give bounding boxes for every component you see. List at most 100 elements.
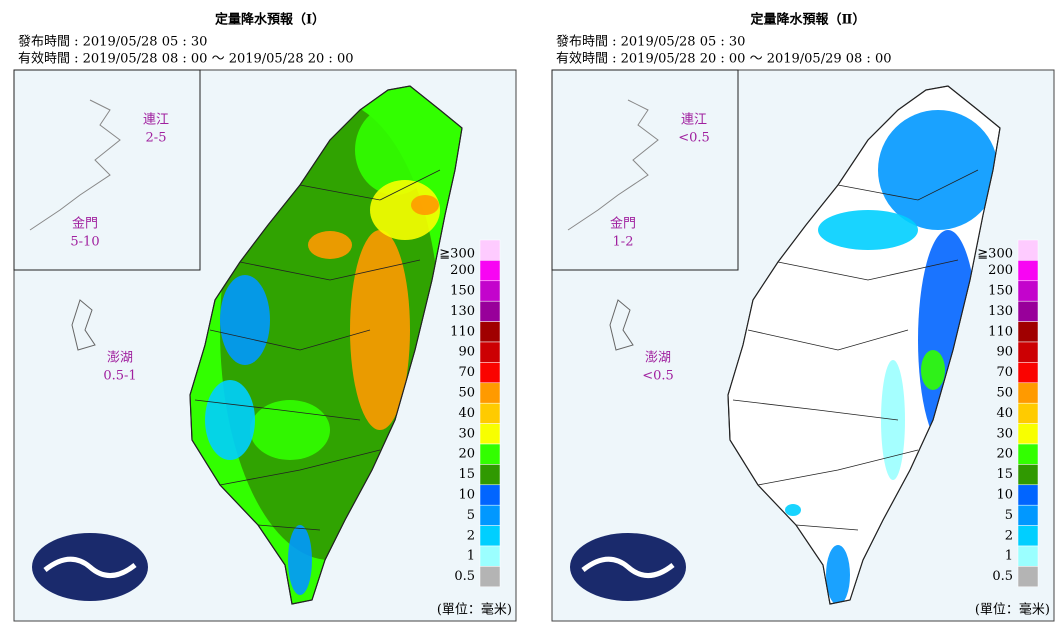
penghu [609,299,634,351]
unit-label: (單位：毫米) [975,602,1050,618]
rain-area [355,105,435,195]
legend-label: 20 [996,447,1013,462]
legend-label: 15 [458,467,475,482]
issue-time: 發布時間 : 2019/05/28 05 : 30 [18,35,207,50]
legend-label: ≧300 [439,247,475,262]
issue-time: 發布時間 : 2019/05/28 05 : 30 [556,35,745,50]
forecast-panel: 定量降水預報（Ⅱ） 發布時間 : 2019/05/28 05 : 30 有效時間 :… [551,12,1055,622]
legend-swatch [479,525,501,547]
legend-swatch [1017,321,1039,343]
inset-name: 澎湖 [107,351,133,366]
valid-time: 有效時間 : 2019/05/28 08 : 00 ～ 2019/05/28 2… [18,52,354,67]
inset-value: <0.5 [678,131,710,146]
legend-swatch [479,545,501,567]
inset-name: 連江 [681,113,707,128]
rain-area [818,210,918,250]
legend-label: 150 [988,284,1013,299]
legend-swatch [1017,341,1039,363]
taiwan-outline [189,85,463,605]
legend-swatch [1017,423,1039,445]
legend-label: 40 [996,406,1013,421]
legend-swatch [479,566,501,588]
forecast-panel: 定量降水預報（Ⅰ） 發布時間 : 2019/05/28 05 : 30 有效時間 :… [13,12,517,622]
rain-area [288,525,312,595]
legend-swatch [1017,362,1039,384]
county-lines [194,169,441,531]
legend-label: 0.5 [992,569,1013,584]
legend-label: 0.5 [454,569,475,584]
legend-swatch [1017,280,1039,302]
legend-label: 1 [1005,549,1013,564]
inset-value: <0.5 [642,369,674,384]
legend-swatch [479,443,501,465]
rain-area [921,350,945,390]
legend-swatch [479,484,501,506]
legend-label: 30 [996,426,1013,441]
inset-value: 2-5 [146,131,167,146]
legend-label: 90 [996,345,1013,360]
taiwan-outline [727,85,1001,605]
legend-swatch [479,362,501,384]
legend-swatch [479,321,501,343]
legend-label: 70 [996,365,1013,380]
legend-swatch [479,341,501,363]
legend-label: 130 [988,304,1013,319]
coast-sketch [29,99,121,231]
inset-name: 金門 [72,216,98,232]
legend-swatch [1017,566,1039,588]
legend-swatch [1017,464,1039,486]
rain-area [350,230,410,430]
rain-area [785,504,801,516]
legend-swatch [479,423,501,445]
legend-label: 50 [458,386,475,401]
legend-swatch [1017,443,1039,465]
logo-wave [43,556,137,578]
legend-label: 90 [458,345,475,360]
inset-box [13,69,201,271]
legend-swatch [479,402,501,424]
legend-label: 110 [988,324,1013,339]
rain-area [308,231,352,259]
legend-label: 200 [988,263,1013,278]
legend-swatch [1017,525,1039,547]
rain-area [250,400,330,460]
legend-label: 5 [1005,508,1013,523]
logo-wave [581,556,675,578]
legend-swatch [479,300,501,322]
inset-value: 1-2 [613,235,634,250]
legend-swatch [1017,260,1039,282]
legend-label: 130 [450,304,475,319]
legend-label: 10 [996,488,1013,503]
legend-swatch [1017,504,1039,526]
legend-swatch [479,260,501,282]
inset-name: 連江 [143,113,169,128]
unit-label: (單位：毫米) [437,602,512,618]
county-lines [732,169,979,531]
legend-label: 2 [467,528,475,543]
legend-label: 2 [1005,528,1013,543]
rain-area [878,110,998,230]
rain-area [411,195,439,215]
legend-label: 30 [458,426,475,441]
rain-area [826,545,850,604]
valid-time: 有效時間 : 2019/05/28 20 : 00 ～ 2019/05/29 0… [556,52,892,67]
legend-swatch [479,504,501,526]
legend-label: 20 [458,447,475,462]
penghu [71,299,96,351]
inset-value: 0.5-1 [103,369,136,384]
inset-name: 金門 [610,216,636,232]
coast-sketch [567,99,659,231]
legend-label: 1 [467,549,475,564]
legend-swatch [1017,239,1039,261]
legend-label: ≧300 [977,247,1013,262]
inset-box [551,69,739,271]
legend-label: 110 [450,324,475,339]
legend-label: 10 [458,488,475,503]
legend-label: 15 [996,467,1013,482]
inset-name: 澎湖 [645,351,671,366]
inset-value: 5-10 [70,235,99,250]
legend-swatch [479,382,501,404]
legend-label: 70 [458,365,475,380]
legend-swatch [1017,545,1039,567]
